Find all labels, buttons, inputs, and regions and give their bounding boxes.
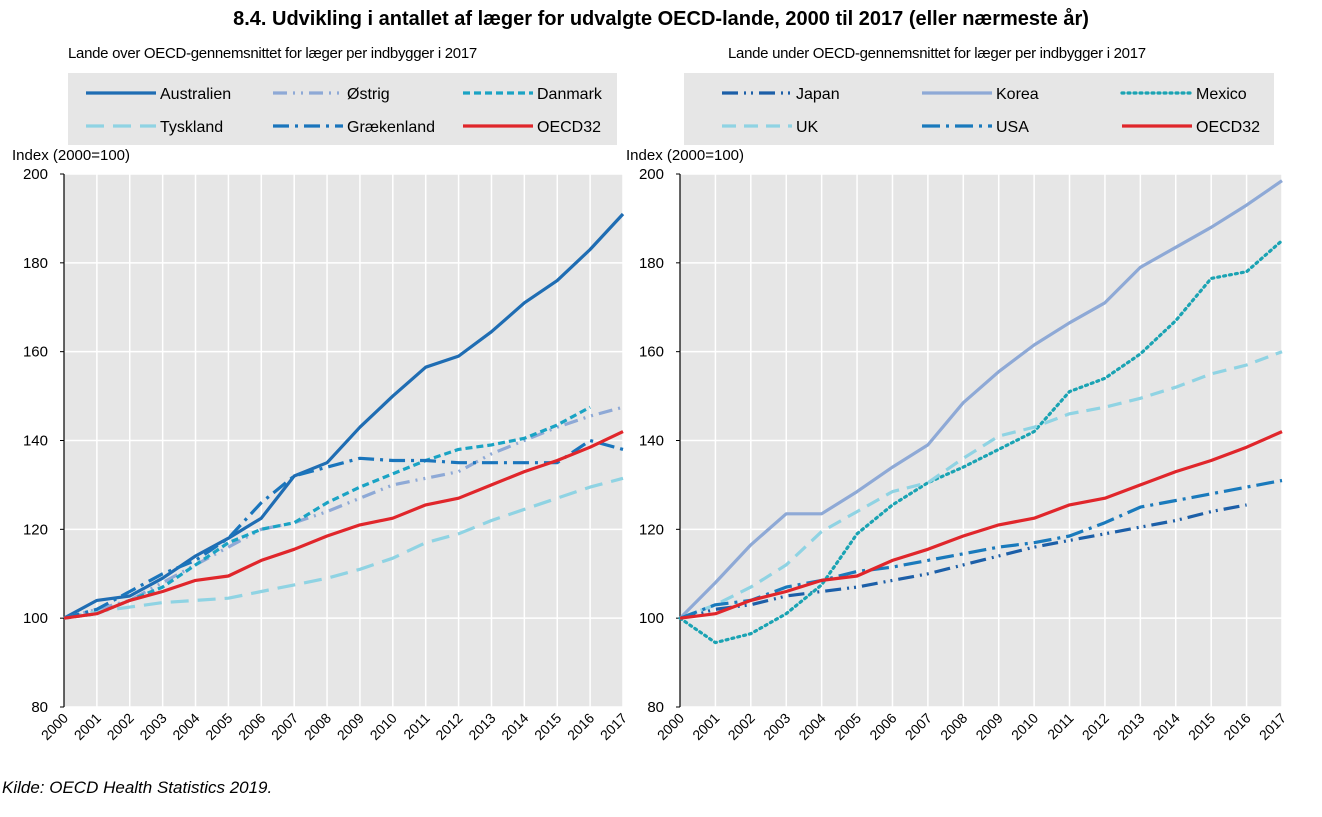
series-line-oecd32 xyxy=(679,430,1283,620)
x-tick-label: 2011 xyxy=(400,710,433,743)
y-tick-label: 140 xyxy=(639,433,664,450)
y-tick-label: 80 xyxy=(31,699,48,716)
x-tick-label: 2006 xyxy=(235,710,268,743)
y-tick-label: 200 xyxy=(639,166,664,183)
x-tick-label: 2014 xyxy=(498,710,531,743)
x-tick-label: 2008 xyxy=(301,710,334,743)
x-tick-label: 2003 xyxy=(760,710,793,743)
x-tick-label: 2005 xyxy=(831,710,864,743)
y-tick-label: 200 xyxy=(23,166,48,183)
y-tick-label: 120 xyxy=(23,521,48,538)
y-axis-label: Index (2000=100) xyxy=(12,147,130,164)
y-tick-label: 180 xyxy=(23,255,48,272)
legend-label: Grækenland xyxy=(347,119,435,136)
x-tick-label: 2002 xyxy=(725,710,758,743)
x-tick-label: 2013 xyxy=(1114,710,1147,743)
series-line-tyskland xyxy=(63,476,624,620)
x-tick-label: 2012 xyxy=(1079,710,1112,743)
panel-right: 2000 2001 2002 2003 2004 2005 2006 2007 2008 2009… xyxy=(626,73,1289,743)
legend-label: Japan xyxy=(796,86,840,103)
series-line-uk xyxy=(679,350,1283,620)
series-line-danmark xyxy=(63,405,591,620)
legend-label: UK xyxy=(796,119,819,136)
x-tick-label: 2004 xyxy=(795,710,828,743)
y-tick-label: 160 xyxy=(639,344,664,361)
panel-left: 2000 2001 2002 2003 2004 2005 2006 2007 2008 2009… xyxy=(12,73,630,743)
y-tick-label: 160 xyxy=(23,344,48,361)
series-line-australien xyxy=(63,212,625,620)
series-line-japan xyxy=(679,503,1247,620)
legend-label: Mexico xyxy=(1196,86,1247,103)
x-tick-label: 2017 xyxy=(1256,710,1289,743)
y-tick-label: 100 xyxy=(23,610,48,627)
x-tick-label: 2003 xyxy=(136,710,169,743)
x-tick-label: 2007 xyxy=(268,710,301,743)
x-tick-label: 2007 xyxy=(902,710,935,743)
y-tick-label: 140 xyxy=(23,433,48,450)
x-tick-label: 2010 xyxy=(1008,710,1041,743)
right-panel-subtitle: Lande under OECD-gennemsnittet for læger… xyxy=(728,45,1146,62)
series-line-usa xyxy=(679,478,1283,620)
x-tick-label: 2016 xyxy=(1220,710,1253,743)
x-tick-label: 2005 xyxy=(202,710,235,743)
legend-label: USA xyxy=(996,119,1029,136)
x-tick-label: 2015 xyxy=(1185,710,1218,743)
y-tick-label: 120 xyxy=(639,521,664,538)
x-tick-label: 2006 xyxy=(866,710,899,743)
series-line-korea xyxy=(678,179,1283,620)
x-tick-label: 2013 xyxy=(465,710,498,743)
x-tick-label: 2002 xyxy=(104,710,137,743)
x-tick-label: 2010 xyxy=(367,710,400,743)
legend-label: Australien xyxy=(160,86,231,103)
series-line-grækenland xyxy=(63,438,624,620)
x-tick-label: 2001 xyxy=(689,710,722,743)
y-axis-label: Index (2000=100) xyxy=(626,147,744,164)
source-note: Kilde: OECD Health Statistics 2019. xyxy=(2,778,273,797)
x-tick-label: 2015 xyxy=(531,710,564,743)
legend-box xyxy=(68,73,617,145)
legend-label: Tyskland xyxy=(160,119,223,136)
x-tick-label: 2009 xyxy=(334,710,367,743)
x-tick-label: 2014 xyxy=(1150,710,1183,743)
left-panel-subtitle: Lande over OECD-gennemsnittet for læger … xyxy=(68,45,477,62)
chart-title: 8.4. Udvikling i antallet af læger for u… xyxy=(233,8,1089,30)
x-tick-label: 2016 xyxy=(564,710,597,743)
y-tick-label: 180 xyxy=(639,255,664,272)
x-tick-label: 2009 xyxy=(972,710,1005,743)
legend-box xyxy=(684,73,1274,145)
series-line-mexico xyxy=(678,239,1284,645)
legend-label: OECD32 xyxy=(1196,119,1260,136)
legend-label: OECD32 xyxy=(537,119,601,136)
legend-label: Korea xyxy=(996,86,1039,103)
y-tick-label: 100 xyxy=(639,610,664,627)
x-tick-label: 2004 xyxy=(169,710,202,743)
x-tick-label: 2008 xyxy=(937,710,970,743)
series-line-oecd32 xyxy=(63,430,624,620)
y-tick-label: 80 xyxy=(647,699,664,716)
legend-label: Østrig xyxy=(347,86,390,103)
x-tick-label: 2001 xyxy=(71,710,104,743)
legend-label: Danmark xyxy=(537,86,603,103)
x-tick-label: 2011 xyxy=(1044,710,1077,743)
x-tick-label: 2012 xyxy=(432,710,465,743)
x-tick-label: 2017 xyxy=(597,710,630,743)
